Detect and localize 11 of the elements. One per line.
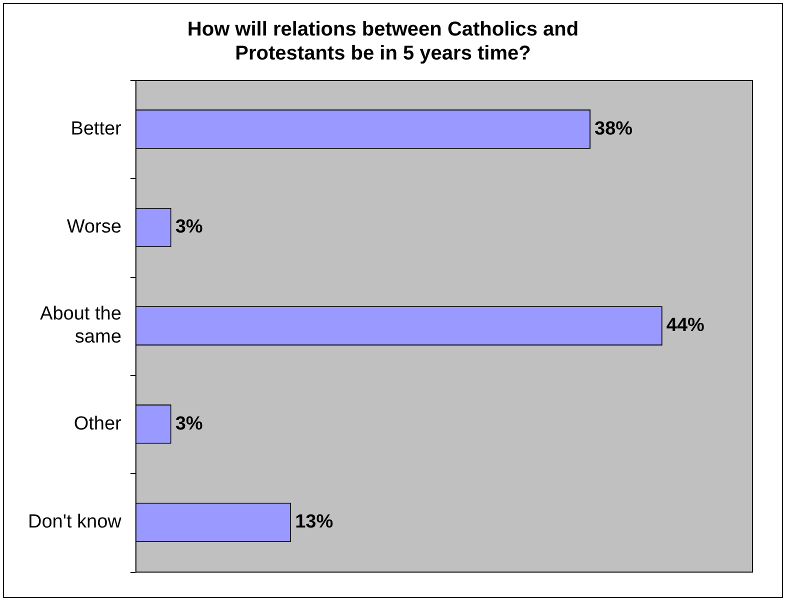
y-tick-label: Worse xyxy=(66,216,122,238)
y-tick-label: About the same xyxy=(40,304,122,348)
data-label: 38% xyxy=(594,118,633,140)
data-label: 44% xyxy=(666,315,705,336)
y-tick-label: Other xyxy=(74,413,122,434)
y-tick-label: Don't know xyxy=(28,512,122,533)
chart-title: How will relations between Catholics and Protestants be in 5 years time? xyxy=(187,18,579,65)
data-label: 3% xyxy=(175,216,203,238)
data-label: 13% xyxy=(295,512,334,533)
data-label: 3% xyxy=(175,413,203,434)
y-tick-label: Better xyxy=(70,118,122,140)
